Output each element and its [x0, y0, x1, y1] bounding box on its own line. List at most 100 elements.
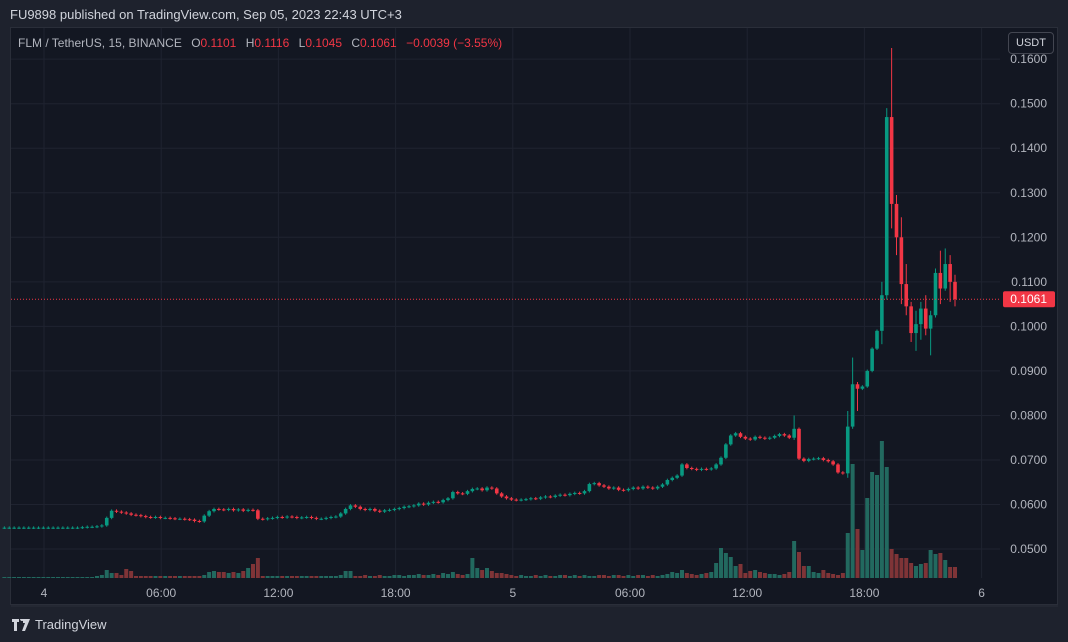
candle	[2, 526, 7, 530]
candle	[548, 495, 553, 499]
candle-body	[56, 527, 60, 529]
candle	[650, 486, 655, 490]
candle	[533, 496, 538, 501]
candle-body	[953, 281, 957, 300]
volume-bar	[436, 575, 441, 578]
candle-body	[650, 487, 655, 489]
candle	[743, 435, 748, 440]
candle	[480, 487, 484, 492]
volume-bar	[723, 553, 728, 578]
x-tick-label: 12:00	[732, 586, 762, 600]
volume-bar	[387, 576, 392, 578]
candle	[699, 467, 704, 472]
candle-body	[568, 493, 572, 496]
candle	[802, 457, 806, 463]
candle-body	[7, 527, 12, 529]
candle	[519, 498, 523, 502]
candle-body	[397, 508, 402, 510]
candle-body	[475, 488, 480, 490]
candle	[382, 508, 387, 513]
volume-bar	[21, 577, 26, 578]
volume-bar	[670, 572, 675, 578]
volume-bar	[509, 575, 514, 578]
candle-body	[880, 295, 884, 331]
volume-bar	[182, 576, 187, 578]
candle	[860, 385, 865, 391]
candle-body	[490, 487, 494, 489]
candle	[841, 471, 845, 475]
high-label: H	[245, 36, 255, 50]
volume-bar	[928, 550, 933, 578]
volume-bar	[324, 576, 329, 578]
candle-body	[792, 428, 796, 438]
volume-bar	[801, 566, 806, 578]
candle-body	[509, 498, 514, 500]
candle-body	[777, 434, 782, 436]
volume-bar	[265, 576, 270, 578]
candle-body	[514, 499, 519, 501]
volume-bar	[675, 573, 680, 578]
candle	[568, 492, 572, 497]
candle	[797, 427, 801, 460]
y-tick-label: 0.1000	[1010, 319, 1047, 333]
candle	[207, 509, 211, 517]
candle-body	[670, 477, 675, 481]
volume-bar	[533, 575, 538, 578]
candle	[689, 466, 694, 471]
candle-body	[431, 501, 436, 503]
candle	[694, 467, 699, 472]
candle	[17, 526, 21, 530]
volume-bar	[797, 552, 801, 578]
candle-body	[129, 513, 133, 515]
candle-body	[182, 518, 187, 520]
candle	[285, 515, 289, 519]
candle	[572, 491, 577, 496]
candle-body	[816, 458, 821, 460]
candle-body	[616, 487, 621, 490]
volume-bar	[119, 575, 124, 578]
candle	[124, 511, 129, 515]
volume-bar	[611, 575, 616, 578]
candle-body	[95, 526, 99, 528]
candle	[821, 456, 826, 462]
candle	[416, 502, 421, 507]
volume-bar	[70, 577, 75, 578]
volume-bar	[772, 574, 777, 578]
candle-body	[655, 486, 660, 489]
tradingview-brand[interactable]: TradingView	[35, 617, 107, 632]
volume-bar	[875, 475, 879, 578]
candle-body	[928, 315, 933, 329]
candle-body	[173, 518, 177, 520]
candle-body	[407, 506, 411, 508]
volume-bar	[489, 571, 494, 578]
candle	[85, 525, 90, 529]
candle	[455, 490, 460, 495]
candle-body	[22, 527, 26, 529]
volume-bar	[85, 577, 90, 578]
candle-body	[850, 384, 855, 427]
candle-body	[611, 487, 616, 489]
volume-bar	[431, 574, 436, 578]
symbol-label[interactable]: FLM / TetherUS, 15, BINANCE	[18, 36, 182, 50]
volume-bar	[343, 571, 348, 578]
candle-body	[251, 509, 255, 511]
candle	[148, 515, 153, 519]
volume-bar	[631, 576, 636, 578]
volume-bar	[255, 558, 260, 578]
candle	[22, 526, 26, 530]
candle-body	[134, 514, 138, 516]
open-label: O	[191, 36, 201, 50]
volume-bar	[914, 566, 918, 578]
candle-body	[256, 510, 260, 519]
candle-body	[704, 468, 709, 470]
volume-bar	[446, 574, 450, 578]
candle	[129, 512, 133, 517]
candle-body	[153, 516, 158, 518]
currency-button[interactable]: USDT	[1008, 32, 1054, 54]
candle	[816, 456, 821, 460]
candle-body	[923, 308, 928, 329]
candle-body	[738, 433, 743, 437]
volume-bar	[187, 576, 192, 578]
volume-bar	[129, 571, 134, 578]
